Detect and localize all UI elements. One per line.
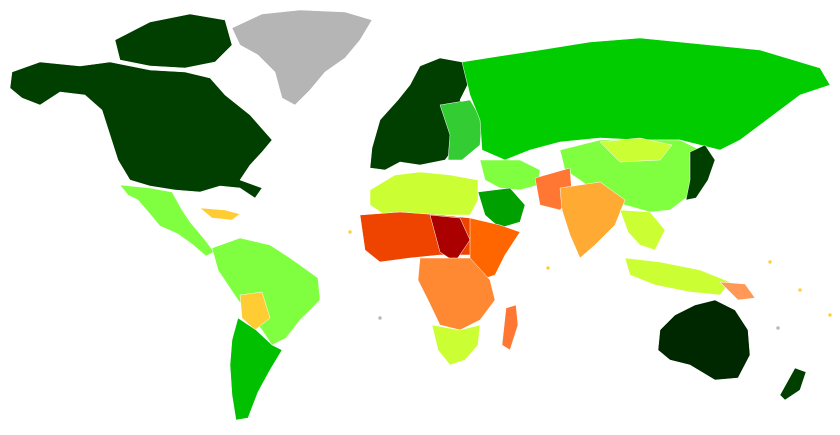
indonesia [624,257,731,296]
mongolia [599,137,673,163]
greenland [231,9,373,106]
papua [719,281,756,301]
island [797,287,803,293]
south-america-north [211,237,321,346]
new-zealand [779,367,807,401]
island [545,265,551,271]
mexico-central-america [119,184,215,257]
south-central-africa [417,257,496,331]
europe [369,57,471,171]
bolivia [239,291,271,331]
saudi-arabia [477,187,526,229]
caribbean [199,207,241,221]
southern-africa [431,324,481,366]
eastern-europe [439,99,483,161]
madagascar [501,304,519,351]
island [377,315,383,321]
island [347,229,353,235]
southern-cone [229,317,283,421]
australia [657,299,751,381]
island [775,325,781,331]
island [827,312,833,318]
central-africa-dark [429,214,471,263]
india [559,181,626,259]
southeast-asia [619,209,666,251]
island [767,259,773,265]
japan [685,144,716,201]
north-america [9,61,273,199]
arctic-islands [114,13,233,69]
north-africa [369,171,479,219]
middle-east [479,159,541,191]
